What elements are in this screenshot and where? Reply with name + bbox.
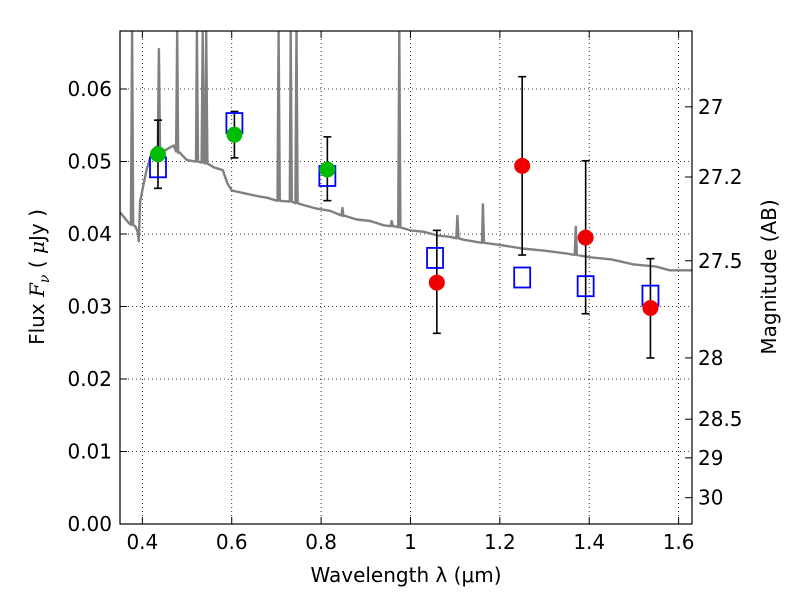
data-markers [149, 112, 660, 316]
infrared-flux-point [642, 299, 659, 316]
y2-tick-label: 28.5 [698, 407, 743, 431]
y2-tick-label: 29 [698, 446, 723, 470]
model-photometry-square [576, 275, 595, 298]
x-tick-label: 0.6 [216, 530, 248, 554]
y-tick-label: 0.06 [67, 77, 112, 101]
x-axis-label: Wavelength λ (μm) [310, 563, 501, 587]
optical-flux-point [319, 161, 336, 178]
spectrum-line [120, 31, 692, 272]
y2-tick-label: 30 [698, 486, 723, 510]
y-tick-label: 0.02 [67, 367, 112, 391]
x-tick-label: 1.4 [573, 530, 605, 554]
y2-tick-label: 27.5 [698, 249, 743, 273]
model-photometry-square [513, 266, 532, 289]
y-axis-label: Flux Fν ( μJy ) [25, 209, 53, 345]
y-tick-label: 0.04 [67, 222, 112, 246]
y2-tick-label: 27.2 [698, 165, 743, 189]
x-tick-label: 0.8 [305, 530, 337, 554]
infrared-flux-point [577, 229, 594, 246]
x-tick-label: 1 [404, 530, 417, 554]
infrared-flux-point [514, 157, 531, 174]
x-tick-label: 1.2 [484, 530, 516, 554]
error-bars [153, 75, 655, 359]
plot-frame [119, 30, 693, 525]
optical-flux-point [226, 126, 243, 143]
y-tick-label: 0.01 [67, 440, 112, 464]
model-photometry-square [426, 247, 444, 269]
axes: 0.4 0.6 0.8 1 1.2 1.4 1.6 0.00 0.01 0.02 0.03 0.04 0… [67, 31, 743, 554]
y2-tick-label: 27 [698, 95, 723, 119]
x-tick-label: 0.4 [126, 530, 158, 554]
y-tick-label: 0.03 [67, 295, 112, 319]
y2-tick-label: 28 [698, 346, 723, 370]
infrared-flux-point [428, 274, 445, 291]
y-tick-label: 0.05 [67, 150, 112, 174]
model-spectrum-layer [120, 31, 692, 272]
x-tick-label: 1.6 [663, 530, 695, 554]
y-tick-label: 0.00 [67, 512, 112, 536]
optical-flux-point [149, 146, 166, 163]
y2-axis-label: Magnitude (AB) [757, 199, 781, 354]
